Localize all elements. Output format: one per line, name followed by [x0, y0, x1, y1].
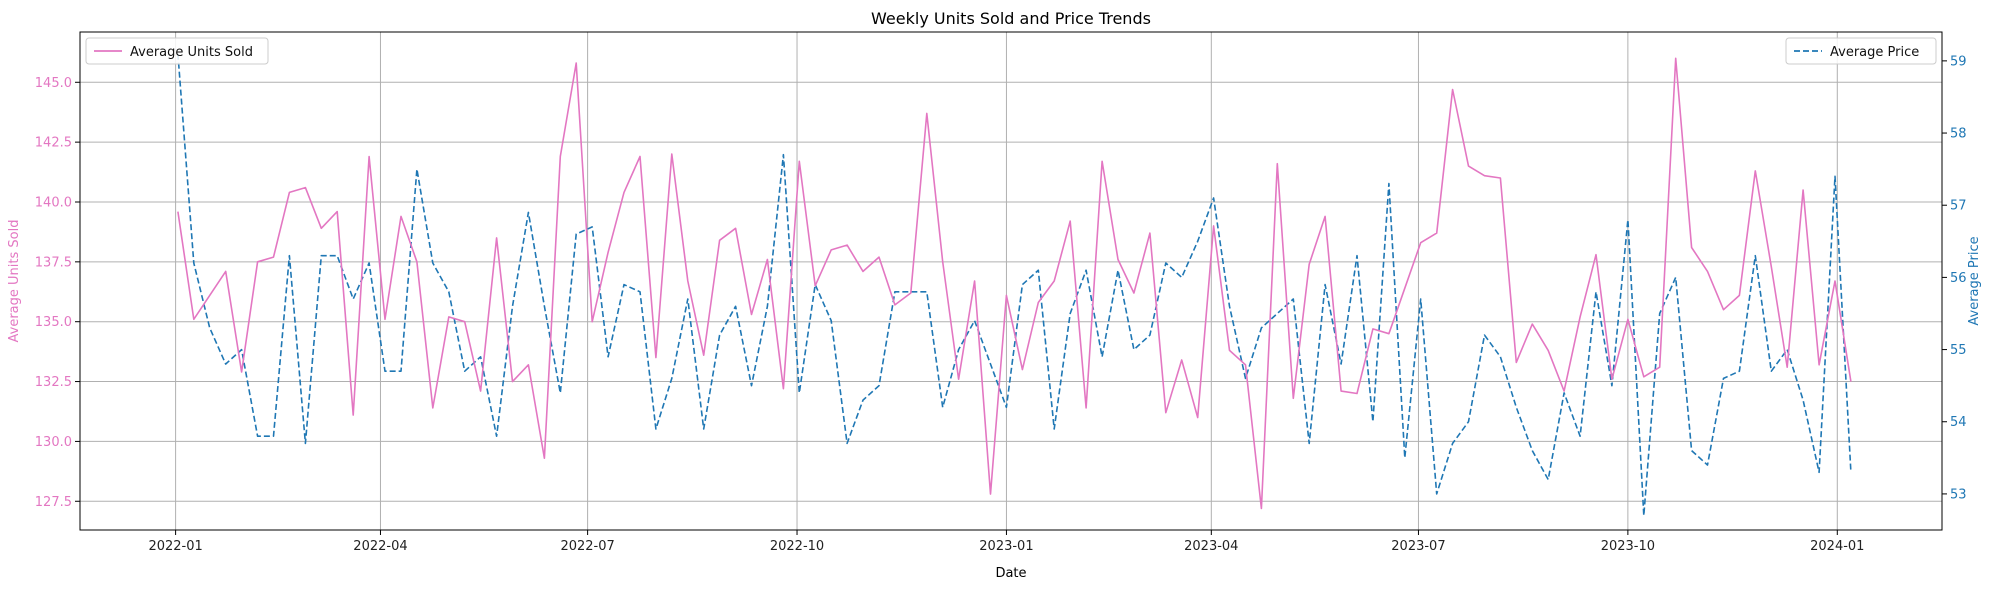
y-right-tick-label: 58	[1950, 127, 1967, 142]
legend-price-box	[1785, 37, 1937, 65]
chart-title: Weekly Units Sold and Price Trends	[871, 9, 1151, 28]
x-tick-label: 2023-10	[1601, 539, 1655, 554]
legend-units-label: Average Units Sold	[130, 45, 253, 60]
y-right-tick-label: 57	[1950, 199, 1967, 214]
y-axis-left-label: Average Units Sold	[7, 220, 22, 343]
x-tick-label: 2024-01	[1810, 539, 1864, 554]
grid	[80, 32, 1942, 530]
y-left-tick-label: 135.0	[35, 315, 72, 330]
price-series-group	[177, 53, 1852, 517]
y-right-tick-label: 59	[1950, 54, 1967, 69]
x-tick-label: 2022-10	[770, 539, 824, 554]
y-left-tick-label: 142.5	[35, 136, 72, 151]
y-left-tick-label: 137.5	[35, 255, 72, 270]
y-left-tick-label: 127.5	[35, 495, 72, 510]
y-left-tick-label: 132.5	[35, 375, 72, 390]
y-axis-right-label: Average Price	[1967, 236, 1982, 325]
legend-price-label: Average Price	[1830, 45, 1919, 60]
x-tick-label: 2022-04	[353, 539, 407, 554]
legend-units: Average Units Sold	[85, 37, 269, 65]
y-left-tick-label: 130.0	[35, 435, 72, 450]
y-axis-left: 127.5 130.0 132.5 135.0 137.5 140.0 142.5 145.0	[35, 76, 80, 510]
units-series-line	[177, 57, 1852, 510]
y-right-tick-label: 53	[1950, 487, 1967, 502]
plot-frame	[79, 31, 1943, 531]
x-tick-label: 2023-04	[1184, 539, 1238, 554]
x-tick-label: 2022-01	[148, 539, 202, 554]
x-tick-label: 2023-07	[1391, 539, 1445, 554]
y-left-tick-label: 140.0	[35, 195, 72, 210]
x-tick-label: 2023-01	[979, 539, 1033, 554]
x-axis-label: Date	[995, 566, 1026, 581]
units-series-group	[177, 57, 1852, 510]
price-series-line	[177, 53, 1852, 517]
y-right-tick-label: 56	[1950, 271, 1967, 286]
y-left-tick-label: 145.0	[35, 76, 72, 91]
y-right-tick-label: 55	[1950, 343, 1967, 358]
x-tick-label: 2022-07	[560, 539, 614, 554]
y-right-tick-label: 54	[1950, 415, 1967, 430]
legend-units-box	[85, 37, 269, 65]
y-axis-right: 53 54 55 56 57 58 59	[1942, 54, 1967, 502]
x-axis: 2022-01 2022-04 2022-07 2022-10 2023-01 2023-…	[148, 530, 1864, 554]
legend-price: Average Price	[1785, 37, 1937, 65]
